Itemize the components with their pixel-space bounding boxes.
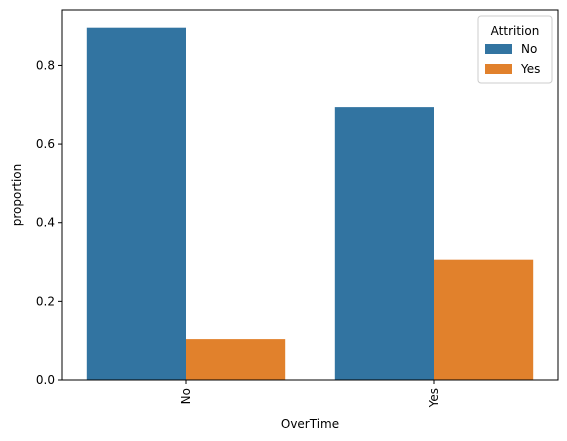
y-tick-label: 0.2 — [36, 294, 55, 308]
bar-yes-yes — [434, 259, 534, 380]
x-axis: No Yes — [179, 380, 441, 408]
legend-label-yes: Yes — [520, 62, 540, 76]
y-tick-label: 0.4 — [36, 216, 55, 230]
legend-label-no: No — [521, 42, 537, 56]
legend-title: Attrition — [491, 24, 540, 38]
y-tick-label: 0.0 — [36, 373, 55, 387]
x-tick-label: No — [179, 388, 193, 404]
y-axis: 0.0 0.2 0.4 0.6 0.8 — [36, 58, 62, 387]
bar-no-yes — [186, 339, 286, 380]
bar-yes-no — [334, 107, 434, 380]
bar-no-no — [86, 27, 186, 381]
y-tick-label: 0.8 — [36, 58, 55, 72]
plot-frame — [61, 9, 559, 381]
x-axis-title: OverTime — [281, 417, 339, 431]
x-tick-label: Yes — [427, 388, 441, 408]
legend: Attrition No Yes — [477, 15, 553, 84]
bars-group — [86, 27, 534, 381]
y-axis-title: proportion — [10, 164, 24, 227]
legend-swatch-yes — [485, 64, 512, 74]
y-tick-label: 0.6 — [36, 137, 55, 151]
legend-swatch-no — [485, 44, 512, 54]
